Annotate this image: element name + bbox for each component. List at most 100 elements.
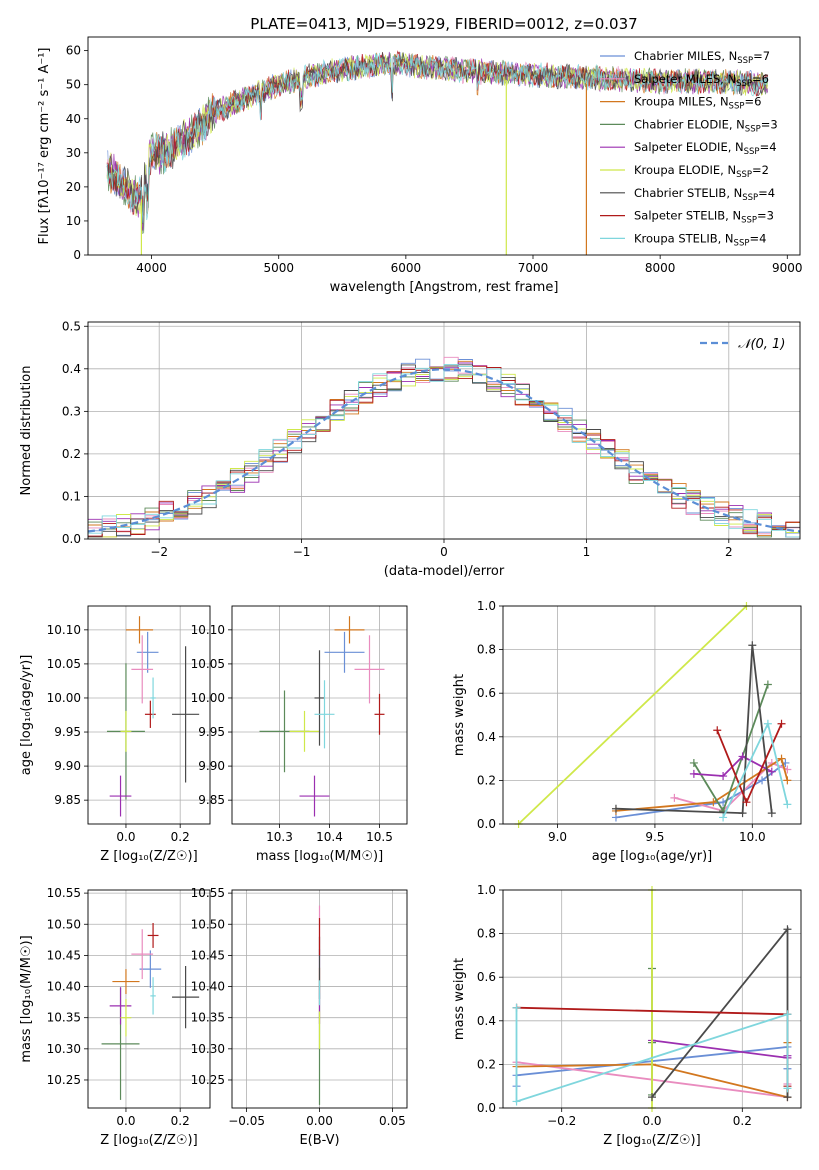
weight-series-marker xyxy=(777,754,786,763)
legend-label: Chabrier MILES, NSSP=7 xyxy=(634,49,770,66)
weight-series-marker xyxy=(783,1084,792,1093)
plot-frame xyxy=(87,36,801,256)
plot-frame xyxy=(87,321,801,540)
y-tick-label: 0.2 xyxy=(477,773,496,787)
weight-series-marker xyxy=(670,793,679,802)
y-tick-label: 10.30 xyxy=(191,1042,225,1056)
y-tick-label: 0.4 xyxy=(477,730,496,744)
x-tick-label: 6000 xyxy=(391,261,422,275)
y-tick-label: 10.25 xyxy=(47,1073,81,1087)
x-tick-label: 5000 xyxy=(263,261,294,275)
weight-series-marker xyxy=(648,1093,656,1102)
y-tick-label: 60 xyxy=(66,44,81,58)
y-tick-label: 10.45 xyxy=(47,948,81,962)
x-axis-label: (data-model)/error xyxy=(384,564,505,579)
x-axis-label: Z [log₁₀(Z/Z☉)] xyxy=(100,849,197,864)
y-tick-label: 10.25 xyxy=(191,1073,225,1087)
legend-label: Kroupa ELODIE, NSSP=2 xyxy=(634,163,769,180)
weight-series-line xyxy=(615,757,789,812)
weight-series-marker xyxy=(512,1097,521,1106)
weight-series-marker xyxy=(719,772,728,781)
legend-label: Chabrier ELODIE, NSSP=3 xyxy=(634,117,778,134)
plot-frame xyxy=(231,605,408,825)
plot-frame xyxy=(87,605,211,825)
weight-series-marker xyxy=(763,680,772,689)
y-tick-label: 0.4 xyxy=(477,1014,496,1028)
x-tick-label: −1 xyxy=(293,545,311,559)
y-tick-label: 10.55 xyxy=(47,886,81,900)
weight-series-marker xyxy=(689,769,698,778)
x-tick-label: 9.5 xyxy=(645,830,664,844)
spectrum-panel: 4000 5000 6000 7000 8000 9000 0 10 20 30 40 50 60 wav… xyxy=(37,36,803,295)
y-tick-label: 0.2 xyxy=(62,447,81,461)
x-tick-label: 10.0 xyxy=(739,830,766,844)
plot-frame xyxy=(231,889,408,1109)
legend-label: Salpeter ELODIE, NSSP=4 xyxy=(634,140,777,157)
y-tick-label: 10.40 xyxy=(47,980,81,994)
y-axis-label: mass weight xyxy=(452,674,467,756)
x-tick-label: 0.2 xyxy=(733,1114,752,1128)
weight-series-marker xyxy=(611,804,620,813)
y-tick-label: 9.90 xyxy=(198,759,225,773)
weight-series-marker xyxy=(719,813,728,822)
y-tick-label: 10.55 xyxy=(191,886,225,900)
spectrum-legend: Chabrier MILES, NSSP=7 Salpeter MILES, NS… xyxy=(600,49,778,248)
y-tick-label: 0.4 xyxy=(62,362,81,376)
x-tick-label: 10.4 xyxy=(316,830,343,844)
x-tick-label: 0.00 xyxy=(306,1114,333,1128)
y-tick-label: 10.35 xyxy=(47,1011,81,1025)
weight-series-marker xyxy=(713,726,722,735)
x-tick-label: 9000 xyxy=(772,261,803,275)
y-tick-label: 0 xyxy=(73,248,81,262)
weight-series-marker xyxy=(758,776,767,785)
y-axis-label: age [log₁₀(age/yr)] xyxy=(19,655,34,776)
y-tick-label: 10.50 xyxy=(47,917,81,931)
mass-vs-extinction-panel: −0.05 0.00 0.05 10.25 10.30 10.35 10.40 10.45 10… xyxy=(191,886,408,1148)
y-tick-label: 30 xyxy=(66,146,81,160)
x-tick-label: 8000 xyxy=(645,261,676,275)
y-tick-label: 0.6 xyxy=(477,686,496,700)
weight-series-line xyxy=(517,605,748,825)
age-vs-metallicity-panel: 0.0 0.2 9.85 9.90 9.95 10.00 10.05 10.10 Z [log₁… xyxy=(19,605,211,864)
x-axis-label: mass [log₁₀(M/M☉)] xyxy=(256,849,383,864)
x-tick-label: 0.2 xyxy=(171,830,190,844)
legend-label: Kroupa STELIB, NSSP=4 xyxy=(634,231,766,248)
normal-reference-curve xyxy=(87,368,801,533)
weight-series-marker xyxy=(767,809,776,818)
x-axis-label: age [log₁₀(age/yr)] xyxy=(592,849,713,864)
y-tick-label: 0.5 xyxy=(62,319,81,333)
y-tick-label: 10.35 xyxy=(191,1011,225,1025)
y-tick-label: 20 xyxy=(66,180,81,194)
y-tick-label: 0.0 xyxy=(477,1101,496,1115)
residuals-panel: −2 −1 0 1 2 0.0 0.1 0.2 0.3 0.4 0.5 (data-model)/er… xyxy=(19,319,801,579)
plot-frame xyxy=(502,605,802,825)
x-tick-label: 0 xyxy=(440,545,448,559)
weight-series-marker xyxy=(748,641,757,650)
mass-vs-metallicity-panel: 0.0 0.2 10.25 10.30 10.35 10.40 10.45 10.50 10.5… xyxy=(19,886,211,1148)
y-tick-label: 10 xyxy=(66,214,81,228)
x-tick-label: −0.2 xyxy=(547,1114,576,1128)
x-axis-label: Z [log₁₀(Z/Z☉)] xyxy=(100,1133,197,1148)
x-tick-label: 0.0 xyxy=(116,1114,135,1128)
spectrum-line xyxy=(106,52,769,223)
weight-series-marker xyxy=(709,798,718,807)
y-tick-label: 0.0 xyxy=(62,532,81,546)
weight-series-marker xyxy=(777,719,786,728)
y-tick-label: 1.0 xyxy=(477,883,496,897)
y-tick-label: 9.95 xyxy=(198,725,225,739)
y-axis-label: Normed distribution xyxy=(19,366,34,496)
x-tick-label: 7000 xyxy=(518,261,549,275)
x-tick-label: 4000 xyxy=(136,261,167,275)
y-tick-label: 0.0 xyxy=(477,817,496,831)
x-tick-label: 10.3 xyxy=(266,830,293,844)
y-tick-label: 10.45 xyxy=(191,948,225,962)
x-tick-label: 1 xyxy=(583,545,591,559)
x-tick-label: 0.2 xyxy=(171,1114,190,1128)
legend-label: Salpeter STELIB, NSSP=3 xyxy=(634,209,774,226)
weight-series-marker xyxy=(783,925,792,934)
x-tick-label: 2 xyxy=(725,545,733,559)
y-tick-label: 0.6 xyxy=(477,970,496,984)
x-tick-label: 0.05 xyxy=(379,1114,406,1128)
weight-series-marker xyxy=(738,809,747,818)
figure-title: PLATE=0413, MJD=51929, FIBERID=0012, z=0… xyxy=(250,15,637,33)
